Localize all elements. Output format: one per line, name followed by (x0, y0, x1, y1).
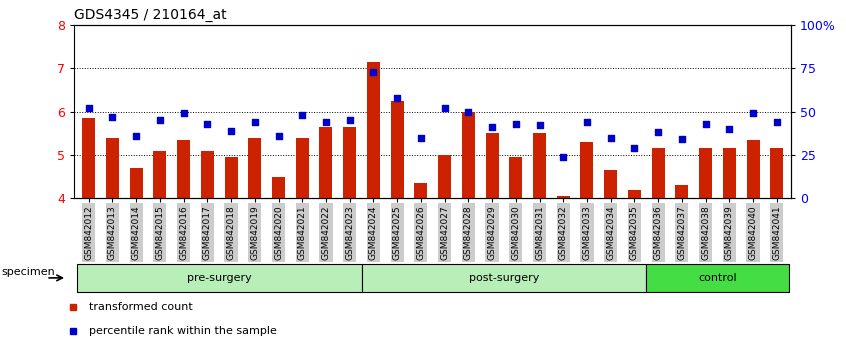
Bar (177, 140, 190, 198)
Point (746, 110, 760, 116)
Point (699, 121, 712, 126)
Point (438, 105, 452, 111)
Bar (153, 150, 167, 198)
Point (533, 122, 547, 128)
Point (248, 119, 261, 125)
Point (82, 105, 96, 111)
Bar (486, 133, 498, 198)
Point (224, 128, 238, 133)
Point (414, 135, 427, 140)
Text: pre-surgery: pre-surgery (187, 273, 251, 283)
Bar (391, 101, 404, 198)
Point (390, 95, 404, 101)
Bar (77, 264, 361, 292)
Bar (651, 148, 665, 198)
Bar (343, 127, 356, 198)
Point (106, 114, 119, 120)
Point (722, 126, 736, 132)
Point (319, 119, 332, 125)
Text: post-surgery: post-surgery (469, 273, 539, 283)
Bar (580, 142, 594, 198)
Bar (361, 264, 646, 292)
Bar (509, 157, 522, 198)
Bar (675, 185, 689, 198)
Bar (604, 170, 618, 198)
Bar (272, 177, 285, 198)
Bar (106, 137, 119, 198)
Point (343, 118, 356, 123)
Point (462, 109, 475, 114)
Bar (129, 168, 143, 198)
Bar (722, 148, 736, 198)
Bar (746, 140, 760, 198)
Bar (296, 137, 309, 198)
Point (153, 118, 167, 123)
Point (580, 119, 594, 125)
Bar (201, 150, 214, 198)
Point (272, 133, 285, 139)
Point (177, 110, 190, 116)
Bar (462, 112, 475, 198)
Point (295, 112, 309, 118)
Bar (533, 133, 546, 198)
Point (557, 154, 570, 159)
Point (486, 124, 499, 130)
Point (201, 121, 214, 126)
Point (604, 135, 618, 140)
Bar (628, 190, 641, 198)
Bar (82, 118, 96, 198)
Point (770, 119, 783, 125)
Text: transformed count: transformed count (89, 302, 193, 312)
Point (651, 130, 665, 135)
Bar (320, 127, 332, 198)
Bar (557, 196, 569, 198)
Bar (248, 137, 261, 198)
Text: control: control (698, 273, 737, 283)
Point (509, 121, 523, 126)
Text: specimen: specimen (2, 267, 55, 277)
Bar (770, 148, 783, 198)
Point (628, 145, 641, 151)
Point (366, 69, 380, 74)
Bar (699, 148, 712, 198)
Bar (224, 157, 238, 198)
Point (675, 136, 689, 142)
Bar (367, 62, 380, 198)
Text: GDS4345 / 210164_at: GDS4345 / 210164_at (74, 8, 227, 22)
Point (129, 133, 143, 139)
Bar (646, 264, 788, 292)
Bar (415, 183, 427, 198)
Bar (438, 155, 451, 198)
Text: percentile rank within the sample: percentile rank within the sample (89, 326, 277, 336)
